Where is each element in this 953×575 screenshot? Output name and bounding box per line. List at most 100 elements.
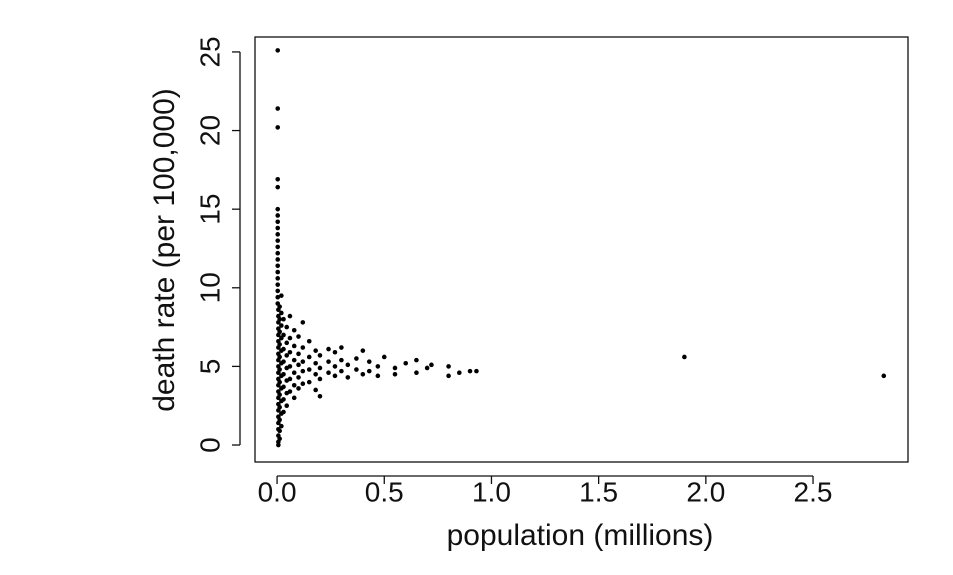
point [291, 382, 297, 388]
point [277, 316, 282, 322]
point [275, 288, 281, 294]
y-tick-label: 5 [194, 359, 225, 375]
point [317, 393, 323, 399]
point [300, 345, 306, 350]
point [277, 417, 282, 423]
point [277, 379, 282, 385]
point [281, 409, 286, 415]
point [392, 371, 398, 377]
point [317, 365, 323, 371]
point [284, 340, 290, 346]
point [682, 354, 687, 360]
y-axis-label: death rate (per 100,000) [148, 88, 181, 412]
plot-box [254, 36, 909, 463]
point [375, 364, 381, 369]
point [424, 365, 430, 371]
point [392, 365, 398, 371]
point [281, 346, 286, 352]
point [414, 357, 419, 363]
point [345, 362, 351, 368]
point [281, 397, 286, 402]
point [296, 386, 301, 391]
point [291, 343, 297, 349]
point [277, 342, 282, 347]
point [300, 320, 306, 325]
point [446, 364, 451, 369]
x-tick-label: 2.5 [794, 476, 833, 507]
point [275, 232, 281, 237]
point [277, 304, 282, 309]
point [284, 353, 290, 358]
point [284, 403, 290, 409]
point [354, 367, 359, 372]
point [279, 293, 284, 298]
point [275, 106, 281, 111]
point [279, 310, 284, 316]
point [277, 367, 282, 372]
point [313, 348, 318, 353]
point [300, 381, 306, 386]
point [277, 404, 282, 410]
point [313, 360, 318, 366]
point [275, 263, 281, 269]
point [345, 375, 351, 380]
point [275, 269, 281, 275]
point [277, 436, 282, 442]
point [291, 395, 297, 401]
y-tick-label: 10 [194, 272, 225, 303]
point [275, 282, 281, 287]
point [275, 184, 281, 190]
point [275, 213, 281, 218]
point [275, 294, 281, 300]
point [360, 348, 366, 353]
point [326, 370, 331, 375]
point [326, 346, 331, 352]
y-tick-label: 25 [194, 36, 225, 67]
point [326, 359, 331, 364]
point [296, 375, 301, 380]
point [474, 368, 479, 374]
point [275, 225, 281, 231]
y-tick-label: 0 [194, 437, 225, 453]
point [277, 428, 282, 434]
point [881, 373, 887, 379]
point [281, 359, 286, 364]
point [275, 276, 281, 281]
point [296, 351, 301, 357]
point [275, 206, 281, 212]
point [339, 357, 344, 363]
point [339, 345, 344, 350]
point [354, 356, 359, 361]
x-tick-label: 2.0 [686, 476, 725, 507]
point [281, 332, 286, 338]
point [429, 362, 434, 368]
point [275, 219, 281, 225]
x-tick-label: 0.5 [365, 476, 404, 507]
point [317, 353, 323, 358]
x-tick-label: 1.0 [472, 476, 511, 507]
point [300, 359, 306, 364]
point [276, 442, 281, 448]
point [287, 335, 293, 341]
point [366, 359, 372, 364]
point [284, 324, 290, 330]
point [287, 313, 293, 319]
point [300, 368, 306, 374]
point [277, 354, 282, 360]
point [332, 373, 338, 379]
point [403, 360, 409, 366]
point [275, 125, 281, 130]
point [281, 371, 286, 377]
point [275, 176, 281, 182]
point [275, 48, 281, 53]
point [291, 357, 297, 363]
x-tick-label: 0.0 [258, 476, 297, 507]
x-axis-label: population (millions) [447, 519, 714, 552]
point [279, 323, 284, 328]
point [446, 373, 451, 379]
point [332, 349, 338, 355]
point [275, 250, 281, 256]
point [279, 423, 284, 429]
point [457, 370, 462, 375]
